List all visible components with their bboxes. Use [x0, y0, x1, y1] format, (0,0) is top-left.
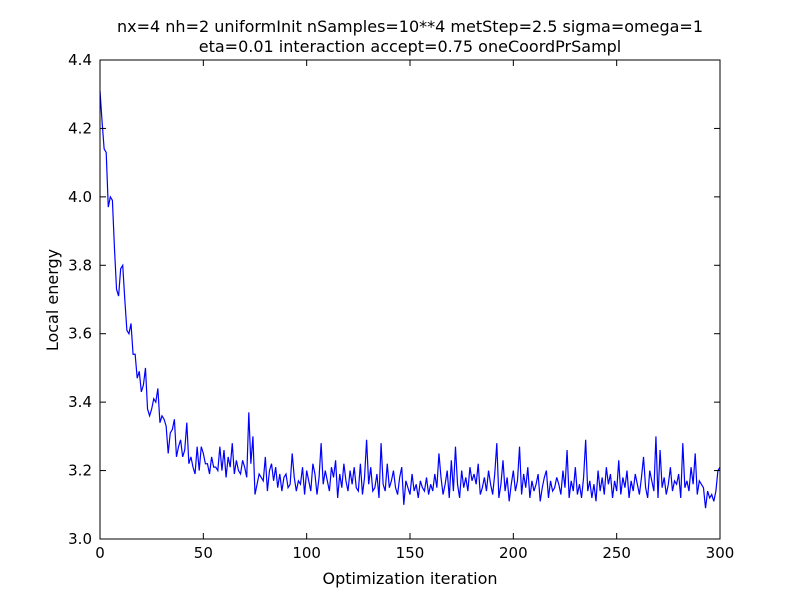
y-tick-label: 4.0 — [68, 188, 92, 206]
y-axis-label: Local energy — [43, 249, 62, 351]
x-tick-label: 50 — [194, 544, 213, 562]
y-tick-label: 4.4 — [68, 51, 92, 69]
x-tick-label: 150 — [396, 544, 425, 562]
x-tick-label: 300 — [706, 544, 735, 562]
x-tick-label: 0 — [95, 544, 105, 562]
chart-title: nx=4 nh=2 uniformInit nSamples=10**4 met… — [117, 17, 703, 36]
y-tick-label: 3.2 — [68, 462, 92, 480]
x-tick-label: 250 — [602, 544, 631, 562]
y-tick-label: 3.0 — [68, 530, 92, 548]
y-tick-label: 3.6 — [68, 325, 92, 343]
x-axis-label: Optimization iteration — [322, 569, 497, 588]
y-tick-label: 3.8 — [68, 256, 92, 274]
x-tick-label: 200 — [499, 544, 528, 562]
y-tick-label: 3.4 — [68, 393, 92, 411]
x-tick-label: 100 — [292, 544, 321, 562]
y-tick-label: 4.2 — [68, 119, 92, 137]
data-line — [99, 90, 721, 509]
chart-title: eta=0.01 interaction accept=0.75 oneCoor… — [199, 37, 622, 56]
